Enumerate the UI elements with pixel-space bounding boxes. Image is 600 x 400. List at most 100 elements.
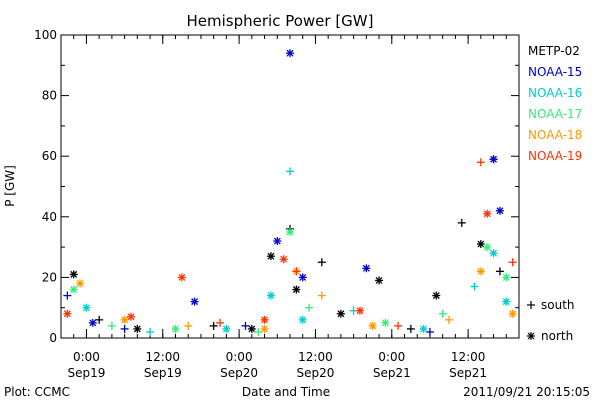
south-point-noaa-15 (120, 324, 129, 333)
north-point-metp-02 (247, 324, 256, 333)
y-tick-label: 60 (42, 149, 57, 163)
north-point-noaa-18 (260, 324, 269, 333)
legend-entry-noaa-19: NOAA-19 (528, 149, 582, 163)
north-point-noaa-17 (381, 318, 390, 327)
data-points (63, 49, 517, 336)
x-tick-time: 12:00 (451, 350, 486, 364)
north-point-metp-02 (266, 252, 275, 261)
south-point-noaa-15 (63, 291, 72, 300)
south-point-metp-02 (457, 218, 466, 227)
north-point-metp-02 (133, 324, 142, 333)
x-tick-time: 0:00 (73, 350, 100, 364)
north-point-noaa-17 (69, 285, 78, 294)
south-point-noaa-19 (394, 321, 403, 330)
south-point-noaa-16 (470, 282, 479, 291)
south-point-noaa-19 (292, 267, 301, 276)
legend-entry-noaa-16: NOAA-16 (528, 86, 582, 100)
north-point-metp-02 (69, 270, 78, 279)
legend-entry-noaa-18: NOAA-18 (528, 128, 582, 142)
south-point-noaa-18 (445, 315, 454, 324)
north-point-noaa-15 (495, 206, 504, 215)
south-point-noaa-17 (254, 327, 263, 336)
north-point-noaa-19 (483, 209, 492, 218)
north-point-noaa-18 (476, 267, 485, 276)
north-point-noaa-19 (177, 273, 186, 282)
south-point-noaa-17 (305, 303, 314, 312)
north-point-noaa-16 (298, 315, 307, 324)
y-axis: 0 20 40 60 80 100 (34, 28, 519, 345)
north-point-noaa-16 (266, 291, 275, 300)
south-point-noaa-18 (184, 321, 193, 330)
x-tick-time: 12:00 (145, 350, 180, 364)
x-tick-date: Sep21 (449, 366, 487, 380)
north-point-metp-02 (476, 240, 485, 249)
y-axis-label: P [GW] (3, 165, 17, 207)
north-point-noaa-17 (286, 227, 294, 236)
north-point-noaa-19 (260, 315, 269, 324)
y-tick-label: 20 (42, 270, 57, 284)
south-point-noaa-17 (107, 321, 116, 330)
south-point-noaa-15 (241, 321, 250, 330)
legend-entry-noaa-15: NOAA-15 (528, 65, 582, 79)
north-point-metp-02 (292, 285, 301, 294)
x-tick-time: 0:00 (378, 350, 405, 364)
north-point-noaa-18 (76, 279, 85, 288)
footer-credit: Plot: CCMC (4, 385, 70, 399)
marker-symbol-north (527, 332, 535, 340)
x-tick-time: 12:00 (298, 350, 333, 364)
marker-label-north: north (541, 329, 573, 343)
marker-symbol-south (527, 301, 535, 309)
north-point-noaa-15 (190, 297, 199, 306)
north-point-noaa-16 (419, 324, 428, 333)
north-point-noaa-19 (126, 312, 135, 321)
x-tick-date: Sep19 (67, 366, 105, 380)
legend-entry-metp-02: METP-02 (528, 44, 580, 58)
north-point-noaa-15 (362, 264, 371, 273)
south-point-noaa-15 (425, 327, 434, 336)
footer-timestamp: 2011/09/21 20:15:05 (463, 385, 590, 399)
south-point-noaa-17 (438, 309, 447, 318)
north-point-noaa-16 (222, 324, 231, 333)
y-tick-label: 0 (49, 331, 57, 345)
north-point-noaa-18 (368, 321, 377, 330)
south-point-noaa-19 (508, 258, 517, 267)
north-point-noaa-15 (286, 49, 294, 58)
legend: METP-02 NOAA-15 NOAA-16 NOAA-17 NOAA-18 NOAA-… (528, 44, 582, 163)
south-point-metp-02 (317, 258, 326, 267)
south-point-metp-02 (95, 315, 104, 324)
north-point-noaa-18 (508, 309, 517, 318)
south-point-noaa-19 (476, 158, 485, 167)
south-point-noaa-18 (317, 291, 326, 300)
x-tick-date: Sep21 (373, 366, 411, 380)
x-axis-label: Date and Time (242, 385, 330, 399)
marker-legend: south north (527, 298, 575, 343)
y-tick-label: 100 (34, 28, 57, 42)
x-tick-date: Sep20 (296, 366, 334, 380)
north-point-noaa-16 (489, 249, 498, 258)
south-point-metp-02 (209, 321, 218, 330)
x-tick-time: 0:00 (226, 350, 253, 364)
north-point-noaa-17 (171, 324, 180, 333)
north-point-noaa-18 (120, 315, 129, 324)
south-point-metp-02 (495, 267, 504, 276)
north-point-noaa-19 (279, 255, 288, 264)
plot-frame (60, 34, 520, 339)
north-point-metp-02 (375, 276, 384, 285)
north-point-noaa-19 (63, 309, 72, 318)
south-point-noaa-16 (286, 167, 294, 176)
y-tick-label: 40 (42, 210, 57, 224)
north-point-noaa-17 (483, 243, 492, 252)
north-point-noaa-15 (273, 237, 282, 246)
north-point-noaa-16 (82, 303, 91, 312)
north-point-noaa-15 (88, 318, 97, 327)
north-point-noaa-17 (502, 273, 511, 282)
x-tick-date: Sep20 (220, 366, 258, 380)
y-tick-label: 80 (42, 89, 57, 103)
north-point-noaa-15 (489, 155, 498, 164)
north-point-metp-02 (336, 309, 345, 318)
south-point-noaa-19 (216, 318, 225, 327)
north-point-noaa-15 (298, 273, 307, 282)
x-axis: 0:00 Sep19 12:00 Sep19 0:00 Sep20 12:00 Sep20 0:… (67, 35, 507, 380)
north-point-noaa-16 (502, 297, 511, 306)
